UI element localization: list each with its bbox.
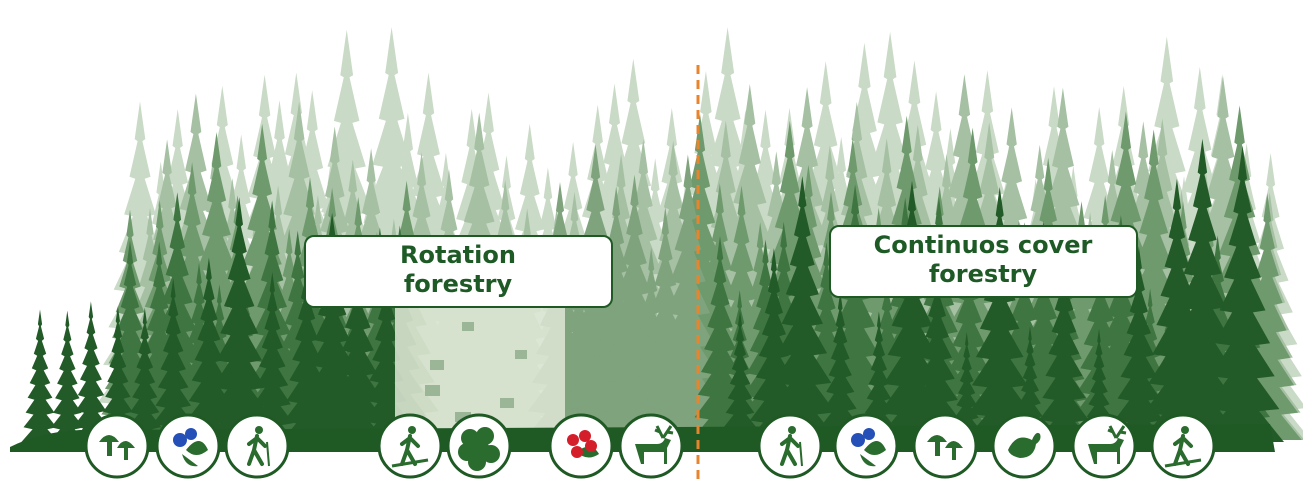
blob: [468, 453, 486, 471]
berry: [173, 433, 187, 447]
icon-ring: [759, 415, 821, 477]
icon-ring: [86, 415, 148, 477]
head: [255, 426, 263, 434]
label-line: Rotation: [400, 241, 516, 269]
berry: [863, 428, 875, 440]
icon: [226, 415, 288, 477]
icon-ring: [379, 415, 441, 477]
head: [788, 426, 796, 434]
icon: [379, 415, 441, 477]
forest-illustration: Rotation forestry Continuos cover forest…: [0, 0, 1303, 481]
berry: [851, 433, 865, 447]
berry: [185, 428, 197, 440]
label-box: Continuos cover forestry: [830, 226, 1137, 297]
page: Rotation forestry Continuos cover forest…: [0, 0, 1303, 481]
icon: [550, 415, 612, 477]
berry: [567, 434, 579, 446]
icon-ring: [835, 415, 897, 477]
icon: [448, 415, 510, 477]
icon-ring: [914, 415, 976, 477]
head: [1181, 426, 1189, 434]
berry: [571, 446, 583, 458]
icon-ring: [1152, 415, 1214, 477]
label-line: Continuos cover: [874, 231, 1093, 259]
icon: [835, 415, 897, 477]
icon: [993, 415, 1055, 477]
icon: [157, 415, 219, 477]
icon-ring: [550, 415, 612, 477]
icon: [1152, 415, 1214, 477]
berry: [579, 430, 591, 442]
icons: [86, 415, 1214, 477]
icon: [759, 415, 821, 477]
icon-ring: [226, 415, 288, 477]
icon-ring: [157, 415, 219, 477]
tree: [21, 310, 58, 443]
label-box: Rotation forestry: [305, 236, 612, 307]
berry: [585, 440, 597, 452]
label-line: forestry: [929, 260, 1038, 288]
label-line: forestry: [404, 270, 513, 298]
icon: [1073, 415, 1135, 477]
icon: [86, 415, 148, 477]
head: [408, 426, 416, 434]
icon: [914, 415, 976, 477]
icon: [620, 415, 682, 477]
